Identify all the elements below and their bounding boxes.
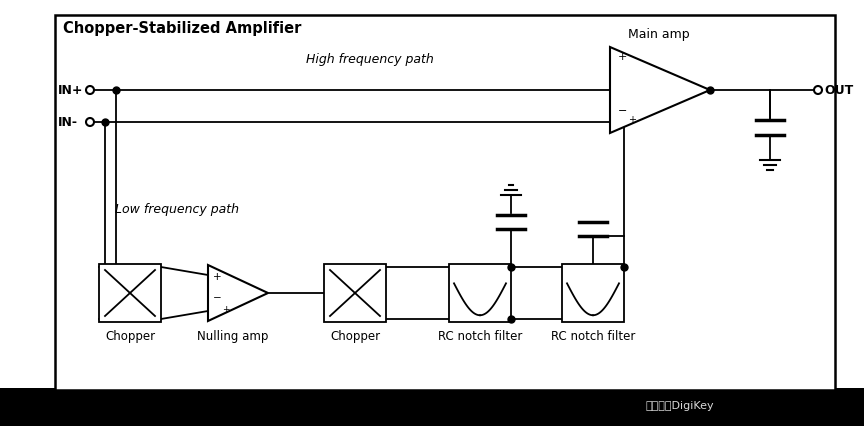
Text: Low frequency path: Low frequency path bbox=[115, 204, 239, 216]
Bar bbox=[0, 388, 864, 426]
Polygon shape bbox=[610, 47, 710, 133]
Text: −: − bbox=[618, 106, 627, 116]
Bar bbox=[324, 264, 386, 322]
Bar bbox=[562, 264, 624, 322]
Text: −: − bbox=[213, 293, 222, 303]
Text: IN-: IN- bbox=[58, 115, 78, 129]
Text: IN+: IN+ bbox=[58, 83, 84, 97]
Text: High frequency path: High frequency path bbox=[306, 54, 434, 66]
Text: +: + bbox=[222, 305, 230, 314]
Text: Nulling amp: Nulling amp bbox=[197, 330, 269, 343]
Text: RC notch filter: RC notch filter bbox=[551, 330, 635, 343]
Text: Chopper-Stabilized Amplifier: Chopper-Stabilized Amplifier bbox=[63, 21, 302, 36]
Text: +: + bbox=[628, 115, 636, 125]
Text: Chopper: Chopper bbox=[105, 330, 155, 343]
Bar bbox=[449, 264, 511, 322]
Text: +: + bbox=[618, 52, 627, 62]
Text: +: + bbox=[213, 272, 222, 282]
Bar bbox=[55, 15, 835, 390]
Bar bbox=[99, 264, 161, 322]
Text: Chopper: Chopper bbox=[330, 330, 380, 343]
Text: 得捷电子DigiKey: 得捷电子DigiKey bbox=[645, 401, 715, 411]
Text: Main amp: Main amp bbox=[628, 28, 689, 41]
Text: RC notch filter: RC notch filter bbox=[438, 330, 522, 343]
Text: OUT: OUT bbox=[824, 83, 854, 97]
Polygon shape bbox=[208, 265, 268, 321]
